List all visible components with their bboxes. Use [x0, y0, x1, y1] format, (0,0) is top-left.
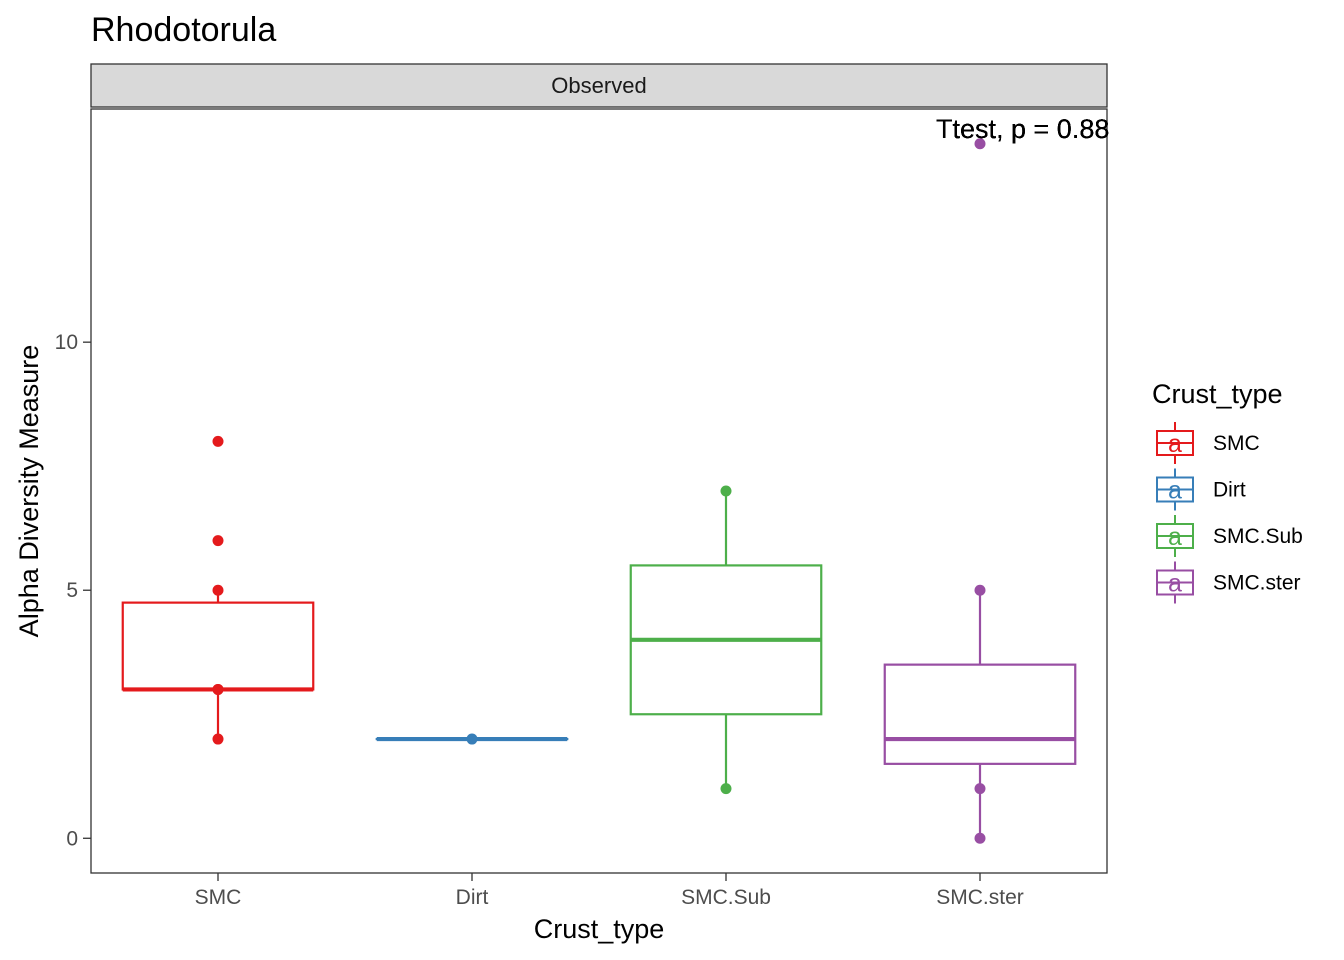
data-point [466, 733, 478, 745]
box-body [121, 601, 315, 691]
stat-annotation-text: Ttest, p = 0.88 [936, 114, 1109, 144]
x-tick-label: Dirt [456, 886, 489, 909]
box-smc-sub [629, 485, 823, 795]
legend-item-smc: a SMC [1156, 422, 1260, 464]
y-axis: 0 5 10 [55, 331, 91, 850]
box-smc-ster [883, 138, 1077, 844]
legend-key-glyph: a [1168, 430, 1182, 458]
y-tick-label: 0 [66, 827, 78, 850]
x-tick-label: SMC [195, 886, 242, 909]
legend: Crust_type a SMC a Dirt a SMC.Sub a SMC.ster [1152, 379, 1303, 604]
data-point [212, 435, 224, 447]
stat-annotation-text: Ttest, p = 0.88 [936, 114, 1109, 144]
data-point [212, 683, 224, 695]
legend-key-glyph: a [1168, 570, 1182, 598]
facet-strip-label: Observed [551, 73, 646, 98]
box-smc [121, 435, 315, 745]
y-axis-title: Alpha Diversity Measure [14, 345, 44, 638]
legend-key-glyph: a [1168, 523, 1182, 551]
legend-item-smc-sub: a SMC.Sub [1156, 515, 1303, 557]
legend-label: SMC [1213, 432, 1260, 455]
data-point [212, 733, 224, 745]
legend-label: Dirt [1213, 479, 1246, 502]
data-point [974, 584, 986, 596]
data-point [974, 138, 986, 150]
data-point [974, 832, 986, 844]
plot-marks [121, 138, 1077, 844]
legend-label: SMC.Sub [1213, 525, 1303, 548]
box-body [883, 663, 1077, 765]
y-tick-label: 5 [66, 579, 78, 602]
chart-title: Rhodotorula [91, 11, 276, 49]
legend-title: Crust_type [1152, 379, 1283, 409]
x-axis: SMC Dirt SMC.Sub SMC.ster [195, 873, 1024, 909]
legend-item-dirt: a Dirt [1156, 468, 1246, 511]
legend-key-glyph: a [1168, 477, 1182, 505]
stat-annotation-text: Ttest, p = 0.88 [936, 114, 1109, 144]
data-point [974, 783, 986, 795]
facet-strip [90, 63, 1108, 108]
box-dirt [375, 733, 569, 745]
x-axis-title: Crust_type [534, 914, 665, 944]
data-point [720, 783, 732, 795]
legend-label: SMC.ster [1213, 572, 1301, 595]
data-point [212, 535, 224, 547]
y-tick-label: 10 [55, 331, 78, 354]
x-tick-label: SMC.ster [936, 886, 1024, 909]
data-point [212, 584, 224, 596]
legend-item-smc-ster: a SMC.ster [1156, 561, 1301, 604]
stat-annotation-text: Ttest, p = 0.88 [936, 114, 1109, 144]
data-point [720, 485, 732, 497]
x-tick-label: SMC.Sub [681, 886, 771, 909]
